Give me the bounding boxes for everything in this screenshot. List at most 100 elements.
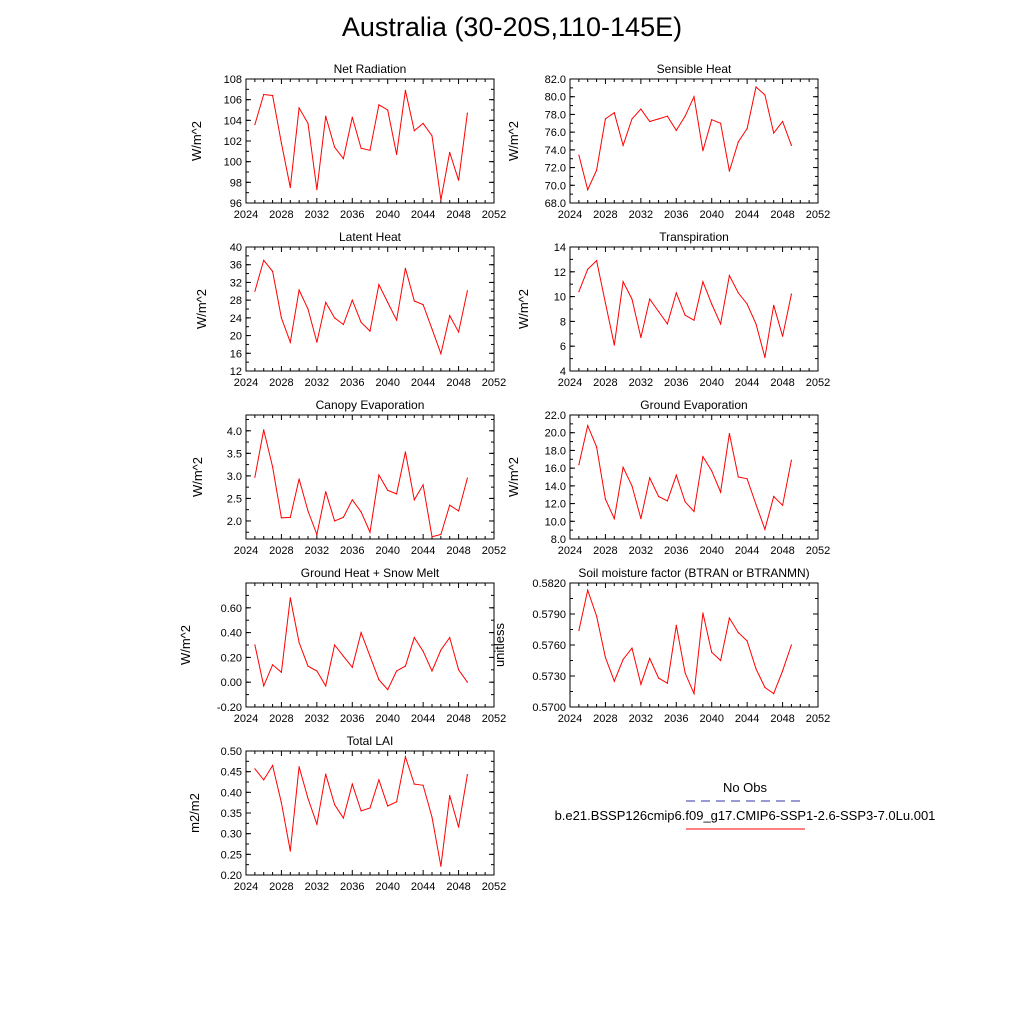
data-point — [351, 499, 353, 501]
x-tick-label: 2036 — [664, 209, 688, 221]
data-point — [431, 328, 433, 330]
x-tick-label: 2024 — [234, 209, 258, 221]
data-point — [369, 655, 371, 657]
x-tick-label: 2044 — [411, 209, 435, 221]
data-point — [649, 477, 651, 479]
legend-obs-label: No Obs — [723, 780, 768, 795]
data-point — [631, 647, 633, 649]
data-point — [378, 104, 380, 106]
data-point — [325, 685, 327, 687]
data-point — [272, 764, 274, 767]
x-tick-label: 2052 — [806, 209, 830, 221]
plot-frame — [569, 582, 819, 708]
panel-title: Ground Heat + Snow Melt — [301, 566, 440, 580]
y-tick-label: 24 — [230, 313, 242, 325]
data-point — [596, 169, 598, 171]
data-point — [578, 629, 580, 632]
x-tick-label: 2044 — [735, 545, 759, 557]
data-point — [728, 617, 731, 619]
data-point — [587, 268, 589, 270]
data-point — [298, 766, 300, 768]
y-tick-label: 0.60 — [221, 603, 242, 615]
data-point — [254, 644, 256, 646]
data-point — [413, 637, 415, 639]
panel-title: Soil moisture factor (BTRAN or BTRANMN) — [578, 566, 809, 580]
data-point — [782, 335, 784, 337]
data-point — [307, 665, 309, 667]
legend: No Obs b.e21.BSSP126cmip6.f09_g17.CMIP6-… — [555, 780, 935, 830]
x-tick-label: 2032 — [305, 377, 329, 389]
data-point — [263, 685, 265, 687]
data-point — [613, 680, 615, 682]
x-tick-label: 2052 — [482, 881, 506, 893]
x-tick-label: 2040 — [375, 377, 399, 389]
data-point — [449, 315, 451, 317]
x-tick-label: 2048 — [770, 377, 794, 389]
x-tick-label: 2044 — [411, 713, 435, 725]
y-tick-label: -0.20 — [217, 702, 242, 714]
data-point — [466, 477, 468, 479]
y-tick-label: 3.0 — [227, 471, 242, 483]
data-point — [711, 119, 713, 121]
data-point — [387, 489, 389, 491]
plot-frame — [245, 414, 495, 540]
data-point — [298, 478, 300, 480]
x-tick-label: 2044 — [411, 545, 435, 557]
data-point — [658, 310, 660, 313]
y-tick-label: 8.0 — [551, 534, 566, 546]
data-point — [684, 672, 686, 674]
x-tick-label: 2028 — [269, 713, 293, 725]
data-point — [790, 293, 793, 295]
data-point — [720, 491, 722, 493]
series-line — [254, 597, 468, 691]
data-point — [272, 664, 274, 666]
data-point — [675, 292, 677, 294]
x-tick-label: 2044 — [411, 377, 435, 389]
data-point — [360, 511, 362, 513]
data-point — [316, 189, 318, 191]
x-tick-label: 2036 — [664, 545, 688, 557]
y-axis-label: W/m^2 — [516, 289, 531, 329]
data-point — [342, 158, 344, 160]
panel-title: Transpiration — [659, 230, 729, 244]
data-point — [746, 478, 748, 480]
plot-frame — [569, 414, 819, 540]
y-tick-label: 14 — [554, 242, 566, 254]
data-point — [360, 321, 362, 323]
data-point — [640, 336, 642, 339]
data-point — [790, 644, 793, 646]
x-tick-label: 2036 — [664, 377, 688, 389]
series-line — [578, 423, 792, 531]
y-tick-label: 4.0 — [227, 426, 242, 438]
panel-1: Net Radiation W/m^2 2024 2028 2032 2036 2040 20… — [189, 62, 506, 221]
panel-title: Total LAI — [347, 734, 394, 748]
y-axis-label: unitless — [492, 622, 507, 667]
x-tick-label: 2024 — [558, 209, 582, 221]
data-point — [369, 149, 371, 151]
data-point — [272, 270, 274, 272]
data-point — [640, 518, 642, 520]
data-point — [666, 682, 669, 684]
data-point — [782, 670, 784, 672]
data-point — [658, 118, 660, 120]
panel-title: Ground Evaporation — [640, 398, 747, 412]
data-point — [684, 115, 686, 117]
data-point — [413, 783, 415, 785]
x-tick-label: 2024 — [558, 545, 582, 557]
data-point — [378, 284, 380, 286]
data-point — [684, 314, 686, 316]
data-point — [728, 170, 731, 172]
data-point — [440, 533, 442, 536]
data-point — [387, 689, 389, 691]
y-tick-label: 32 — [230, 277, 242, 289]
x-tick-label: 2032 — [305, 209, 329, 221]
data-point — [466, 681, 468, 683]
data-point — [431, 536, 433, 538]
x-tick-label: 2032 — [629, 713, 653, 725]
data-point — [773, 132, 775, 134]
x-tick-label: 2040 — [375, 545, 399, 557]
data-point — [272, 94, 274, 97]
data-point — [587, 189, 589, 191]
data-point — [640, 108, 642, 110]
